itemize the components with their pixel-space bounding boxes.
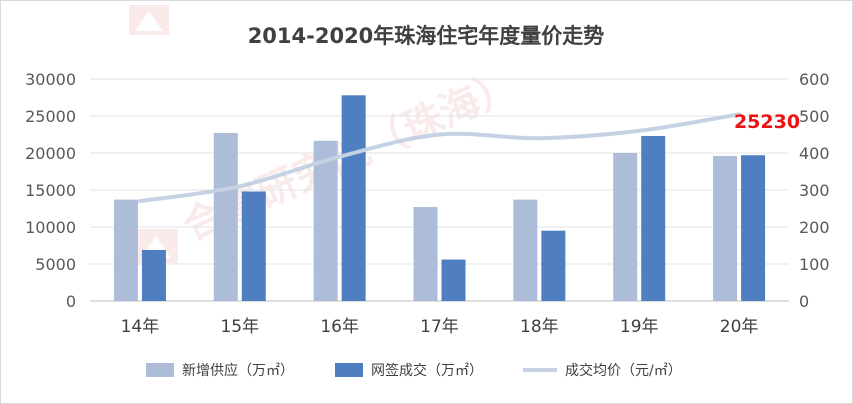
left-tick-label: 20000 bbox=[25, 144, 76, 163]
axes: 0 0 5000 100 10000 200 15000 300 20000 400 25000 50… bbox=[25, 70, 829, 337]
bar-supply bbox=[513, 199, 538, 301]
right-tick-label: 400 bbox=[799, 144, 830, 163]
bar-supply bbox=[113, 199, 138, 301]
left-tick-label: 10000 bbox=[25, 218, 76, 237]
chart-title: 2014-2020年珠海住宅年度量价走势 bbox=[248, 24, 605, 48]
bar-transactions bbox=[541, 230, 566, 301]
category-label: 19年 bbox=[620, 317, 659, 337]
gridlines bbox=[90, 78, 789, 302]
watermark-logo-top bbox=[129, 5, 169, 35]
left-tick-label: 15000 bbox=[25, 181, 76, 200]
bar-transactions bbox=[141, 249, 166, 301]
legend-label: 成交均价（元/㎡） bbox=[565, 362, 682, 379]
bar-transactions bbox=[641, 135, 666, 301]
category-label: 14年 bbox=[121, 317, 160, 337]
avg-price-line bbox=[137, 112, 742, 204]
category-label: 17年 bbox=[420, 317, 459, 337]
right-tick-label: 100 bbox=[799, 255, 830, 274]
right-tick-label: 0 bbox=[799, 292, 809, 311]
right-tick-label: 200 bbox=[799, 218, 830, 237]
legend: 新增供应（万㎡） 网签成交（万㎡） 成交均价（元/㎡） bbox=[146, 362, 682, 379]
bar-supply bbox=[313, 140, 338, 301]
right-tick-label: 300 bbox=[799, 181, 830, 200]
bar-series bbox=[113, 95, 766, 301]
bar-supply bbox=[713, 155, 738, 301]
legend-label: 网签成交（万㎡） bbox=[371, 362, 483, 379]
bar-transactions bbox=[441, 259, 466, 301]
left-tick-label: 30000 bbox=[25, 70, 76, 89]
bar-transactions bbox=[241, 191, 266, 301]
category-label: 18年 bbox=[520, 317, 559, 337]
bar-transactions bbox=[741, 155, 766, 301]
left-tick-label: 5000 bbox=[35, 255, 76, 274]
bar-supply bbox=[613, 153, 638, 301]
category-label: 15年 bbox=[220, 317, 259, 337]
legend-swatch bbox=[335, 363, 363, 377]
category-label: 20年 bbox=[720, 317, 759, 337]
right-tick-label: 600 bbox=[799, 70, 830, 89]
legend-label: 新增供应（万㎡） bbox=[182, 362, 294, 379]
bar-supply bbox=[213, 133, 238, 301]
left-tick-label: 25000 bbox=[25, 107, 76, 126]
line-series bbox=[137, 112, 742, 204]
right-tick-label: 500 bbox=[799, 107, 830, 126]
bar-transactions bbox=[341, 95, 366, 301]
left-tick-label: 0 bbox=[66, 292, 76, 311]
bar-supply bbox=[413, 207, 438, 301]
last-price-label: 25230 bbox=[734, 111, 800, 133]
category-label: 16年 bbox=[320, 317, 359, 337]
legend-swatch bbox=[146, 363, 174, 377]
